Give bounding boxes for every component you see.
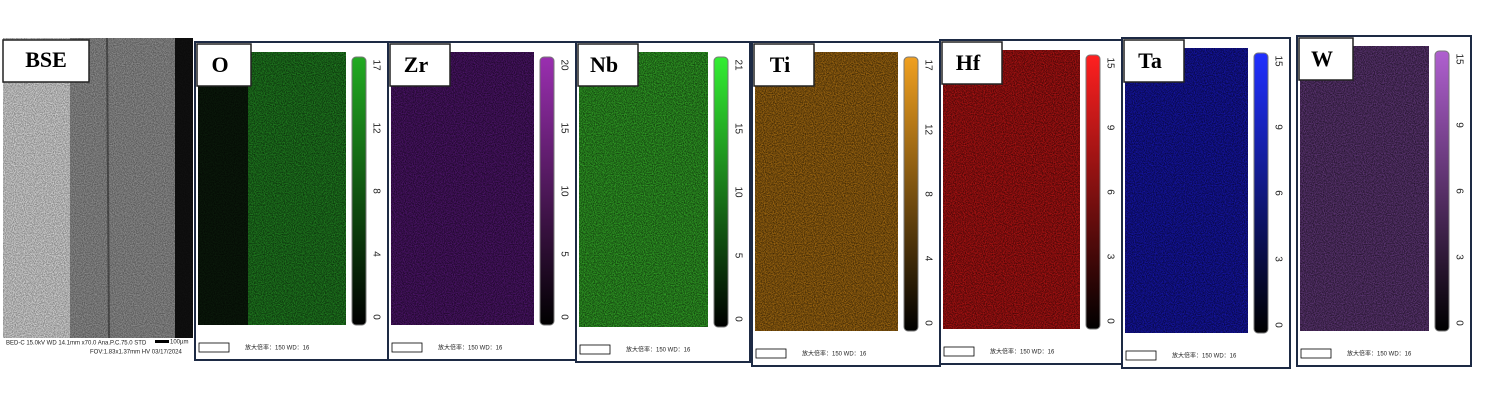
colorbar-tick-label: 9 xyxy=(1272,124,1283,130)
map-footer: 放大倍率：150 WD：16 xyxy=(1172,352,1237,360)
scale-bar xyxy=(943,346,975,357)
panel-label: BSE xyxy=(25,47,67,72)
map-texture xyxy=(579,52,708,327)
scale-bar xyxy=(391,342,423,353)
map-texture xyxy=(755,52,898,331)
panel-label: Zr xyxy=(404,52,429,77)
map-texture xyxy=(943,50,1080,329)
scale-label: 100µm xyxy=(170,340,188,346)
colorbar-tick-label: 5 xyxy=(558,251,569,257)
bse-panel: BED-C 15.0kV WD 14.1mm x70.0 Ana.P.C.75.… xyxy=(2,37,193,358)
map-panel: 0 4 8 12 17 放大倍率：150 WD：16 O xyxy=(194,41,389,361)
map-panel: 0 4 8 12 17 放大倍率：150 WD：16 Ti xyxy=(751,41,941,367)
colorbar-tick-label: 21 xyxy=(732,59,743,71)
colorbar xyxy=(1085,54,1101,330)
label-box xyxy=(753,43,815,87)
panel-label: Nb xyxy=(590,52,618,77)
map-footer: 放大倍率：150 WD：16 xyxy=(245,344,310,352)
map-texture xyxy=(198,52,346,325)
map-texture xyxy=(1125,48,1248,333)
colorbar-tick-label: 9 xyxy=(1453,122,1464,128)
colorbar-tick-label: 8 xyxy=(922,191,933,197)
colorbar-tick-label: 15 xyxy=(1453,53,1464,65)
map-panel: 0 5 10 15 20 放大倍率：150 WD：16 Zr xyxy=(387,41,577,361)
colorbar-tick-label: 6 xyxy=(1272,190,1283,196)
bse-footer xyxy=(3,338,193,358)
colorbar xyxy=(351,56,367,326)
panel-label: Ta xyxy=(1138,48,1162,73)
colorbar-tick-label: 9 xyxy=(1104,125,1115,131)
colorbar-tick-label: 15 xyxy=(732,123,743,135)
colorbar-tick-label: 10 xyxy=(558,185,569,197)
label-box xyxy=(577,43,639,87)
colorbar-tick-label: 12 xyxy=(370,122,381,134)
map-texture xyxy=(391,52,534,325)
scale-bar xyxy=(198,342,230,353)
map-footer: 放大倍率：150 WD：16 xyxy=(802,350,867,358)
colorbar-tick-label: 0 xyxy=(370,314,381,320)
scale-bar xyxy=(1125,350,1157,361)
colorbar-tick-label: 17 xyxy=(370,59,381,71)
colorbar-tick-label: 6 xyxy=(1453,188,1464,194)
label-box xyxy=(1298,37,1354,81)
label-box xyxy=(389,43,451,87)
colorbar-tick-label: 10 xyxy=(732,186,743,198)
colorbar-tick-label: 0 xyxy=(1272,322,1283,328)
colorbar-tick-label: 4 xyxy=(922,256,933,262)
colorbar-tick-label: 4 xyxy=(370,251,381,257)
panel-label: Ti xyxy=(770,52,790,77)
colorbar-tick-label: 0 xyxy=(558,314,569,320)
label-box xyxy=(1123,39,1185,83)
colorbar-tick-label: 0 xyxy=(922,320,933,326)
map-panel: 0 3 6 9 15 放大倍率：150 WD：16 W xyxy=(1296,35,1472,367)
panel-label: O xyxy=(211,52,228,77)
colorbar-tick-label: 15 xyxy=(1272,55,1283,67)
map-panel: 0 3 6 9 15 放大倍率：150 WD：16 Hf xyxy=(939,39,1123,365)
bse-footer-text: FOV:1.83x1.37mm HV 03/17/2024 xyxy=(90,350,182,356)
map-footer: 放大倍率：150 WD：16 xyxy=(990,348,1055,356)
colorbar-tick-label: 8 xyxy=(370,188,381,194)
colorbar-tick-label: 15 xyxy=(1104,57,1115,69)
colorbar-tick-label: 0 xyxy=(1104,318,1115,324)
colorbar xyxy=(903,56,919,332)
scale-bar xyxy=(755,348,787,359)
colorbar-tick-label: 3 xyxy=(1104,254,1115,260)
label-box xyxy=(196,43,252,87)
label-box xyxy=(941,41,1003,85)
colorbar xyxy=(713,56,729,328)
colorbar xyxy=(539,56,555,326)
bse-footer-text: BED-C 15.0kV WD 14.1mm x70.0 Ana.P.C.75.… xyxy=(6,341,147,347)
colorbar-tick-label: 20 xyxy=(558,59,569,71)
panel-label: W xyxy=(1311,46,1333,71)
map-texture xyxy=(1300,46,1429,331)
colorbar xyxy=(1434,50,1450,332)
panel-label: Hf xyxy=(956,50,981,75)
map-footer: 放大倍率：150 WD：16 xyxy=(1347,350,1412,358)
colorbar-tick-label: 5 xyxy=(732,253,743,259)
colorbar-tick-label: 6 xyxy=(1104,189,1115,195)
colorbar-tick-label: 17 xyxy=(922,59,933,71)
colorbar-tick-label: 15 xyxy=(558,122,569,134)
colorbar xyxy=(1253,52,1269,334)
map-footer: 放大倍率：150 WD：16 xyxy=(626,346,691,354)
map-footer: 放大倍率：150 WD：16 xyxy=(438,344,503,352)
colorbar-tick-label: 0 xyxy=(732,316,743,322)
map-panel: 0 3 6 9 15 放大倍率：150 WD：16 Ta xyxy=(1121,37,1291,369)
colorbar-tick-label: 3 xyxy=(1272,256,1283,262)
bse-texture xyxy=(3,38,193,338)
colorbar-tick-label: 0 xyxy=(1453,320,1464,326)
scale-bar xyxy=(155,340,169,343)
label-box xyxy=(2,39,90,83)
colorbar-tick-label: 3 xyxy=(1453,254,1464,260)
scale-bar xyxy=(1300,348,1332,359)
scale-bar xyxy=(579,344,611,355)
map-panel: 0 5 10 15 21 放大倍率：150 WD：16 Nb xyxy=(575,41,751,363)
colorbar-tick-label: 12 xyxy=(922,124,933,136)
